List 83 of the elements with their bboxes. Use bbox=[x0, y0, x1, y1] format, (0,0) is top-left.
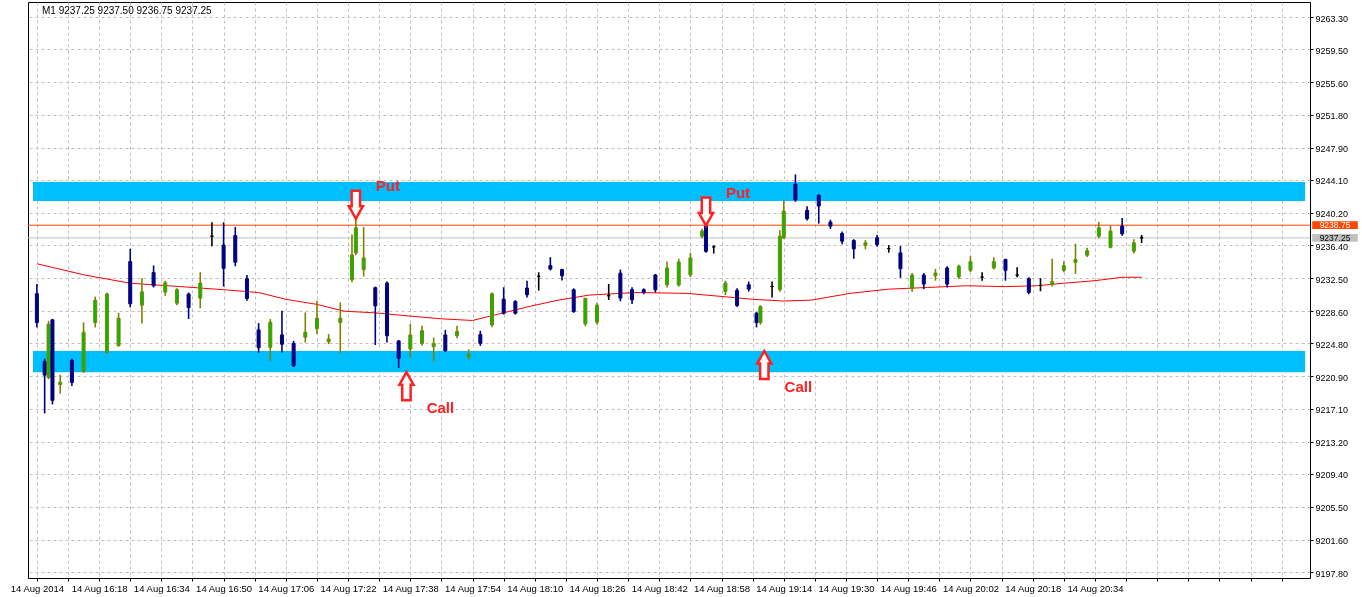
annotation: Call bbox=[784, 377, 813, 395]
x-tick-label: 14 Aug 20:34 bbox=[1067, 582, 1124, 594]
candlestick bbox=[816, 194, 821, 224]
candlestick bbox=[676, 258, 681, 287]
candlestick bbox=[256, 323, 261, 353]
annotation: Put bbox=[725, 183, 751, 201]
candlestick bbox=[1050, 258, 1055, 287]
x-tick-label: 14 Aug 16:34 bbox=[133, 582, 190, 594]
x-tick-label: 14 Aug 19:46 bbox=[880, 582, 937, 594]
ref-line-label: 9238.75 bbox=[1319, 220, 1351, 231]
candlestick bbox=[58, 374, 63, 394]
candlestick bbox=[571, 288, 576, 313]
x-tick-label: 14 Aug 19:30 bbox=[818, 582, 875, 594]
y-tick-label: 9224.80 bbox=[1315, 339, 1349, 350]
candlestick bbox=[945, 266, 950, 288]
x-tick-label: 14 Aug 16:18 bbox=[71, 582, 128, 594]
candlestick bbox=[151, 265, 156, 288]
candlestick bbox=[431, 337, 436, 362]
x-tick-label: 14 Aug 17:06 bbox=[258, 582, 315, 594]
x-tick-label: 14 Aug 20:18 bbox=[1005, 582, 1062, 594]
candlestick bbox=[443, 329, 448, 352]
y-tick-label: 9213.20 bbox=[1315, 438, 1349, 449]
candlestick bbox=[396, 340, 401, 368]
y-tick-label: 9240.20 bbox=[1315, 209, 1349, 220]
candlestick bbox=[361, 227, 366, 277]
candlestick bbox=[1073, 243, 1078, 274]
candlestick bbox=[1015, 267, 1020, 278]
y-tick-label: 9236.40 bbox=[1315, 241, 1349, 252]
x-tick-label: 14 Aug 18:42 bbox=[631, 582, 688, 594]
x-tick-label: 14 Aug 18:26 bbox=[569, 582, 626, 594]
candlestick bbox=[1003, 258, 1008, 281]
x-tick-label: 14 Aug 18:10 bbox=[507, 582, 564, 594]
candlestick bbox=[595, 302, 600, 325]
candlestick bbox=[898, 246, 903, 278]
y-tick-label: 9259.50 bbox=[1315, 45, 1349, 56]
candlestick bbox=[373, 286, 378, 346]
candlestick bbox=[198, 272, 203, 309]
x-tick-label: 14 Aug 17:22 bbox=[320, 582, 377, 594]
ref-line-label: 9237.25 bbox=[1319, 232, 1351, 243]
annotation: Call bbox=[426, 399, 455, 417]
y-tick-label: 9220.90 bbox=[1315, 372, 1349, 383]
candlestick bbox=[93, 296, 98, 328]
y-tick-label: 9251.80 bbox=[1315, 111, 1349, 122]
candlestick bbox=[69, 358, 74, 387]
x-tick-label: 14 Aug 20:02 bbox=[942, 582, 999, 594]
y-tick-label: 9217.10 bbox=[1315, 405, 1349, 416]
y-tick-label: 9263.30 bbox=[1315, 13, 1349, 24]
y-tick-label: 9228.60 bbox=[1315, 307, 1349, 318]
y-tick-label: 9201.60 bbox=[1315, 536, 1349, 547]
x-tick-label: 14 Aug 19:14 bbox=[756, 582, 813, 594]
candlestick bbox=[338, 302, 343, 354]
y-tick-label: 9209.40 bbox=[1315, 470, 1349, 481]
x-tick-label: 14 Aug 2014 bbox=[10, 582, 65, 594]
x-tick-label: 14 Aug 16:50 bbox=[196, 582, 253, 594]
candlestick bbox=[221, 222, 226, 287]
candlestick bbox=[244, 274, 249, 301]
candlestick bbox=[793, 174, 798, 202]
candlestick bbox=[419, 325, 424, 346]
annotation: Put bbox=[375, 176, 400, 194]
x-tick-label: 14 Aug 18:58 bbox=[694, 582, 751, 594]
candlestick bbox=[291, 340, 296, 368]
x-tick-label: 14 Aug 17:54 bbox=[445, 582, 502, 594]
y-tick-label: 9232.50 bbox=[1315, 274, 1349, 285]
candlestick bbox=[303, 312, 308, 343]
chart-title: M1 9237.25 9237.50 9236.75 9237.25 bbox=[42, 5, 213, 16]
y-tick-label: 9255.60 bbox=[1315, 78, 1349, 89]
candlestick bbox=[688, 252, 693, 278]
line-series bbox=[36, 263, 1143, 321]
candlestick bbox=[408, 324, 413, 358]
candlestick bbox=[279, 310, 284, 353]
candlestick bbox=[501, 287, 506, 315]
candlestick bbox=[186, 292, 191, 320]
y-tick-label: 9197.80 bbox=[1315, 568, 1349, 579]
y-tick-label: 9247.90 bbox=[1315, 144, 1349, 155]
candlestick bbox=[139, 278, 144, 324]
candlestick bbox=[1108, 225, 1113, 249]
candlestick bbox=[314, 300, 319, 334]
candlestick bbox=[665, 261, 670, 288]
candlestick bbox=[711, 245, 716, 254]
candlestick bbox=[980, 272, 985, 281]
y-tick-label: 9205.50 bbox=[1315, 503, 1349, 514]
x-tick-label: 14 Aug 17:38 bbox=[382, 582, 439, 594]
y-tick-label: 9244.10 bbox=[1315, 176, 1349, 187]
